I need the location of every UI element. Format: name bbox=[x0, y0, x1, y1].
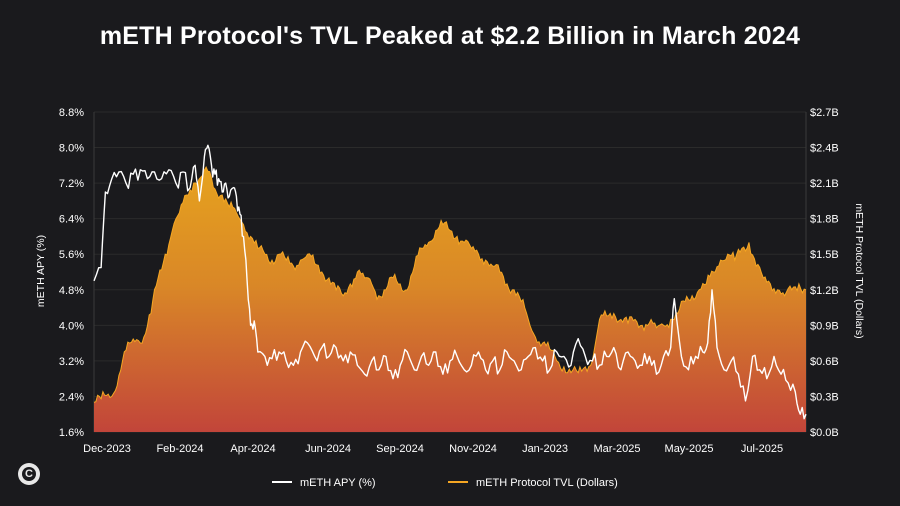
legend-label-tvl: mETH Protocol TVL (Dollars) bbox=[476, 477, 618, 489]
left-tick-label: 4.0% bbox=[59, 320, 84, 332]
x-axis-ticks: Dec-2023 Feb-2024 Apr-2024 Jun-2024 Sep-2024… bbox=[83, 443, 783, 455]
left-tick-label: 8.8% bbox=[59, 107, 84, 119]
left-tick-label: 6.4% bbox=[59, 214, 84, 226]
right-tick-label: $0.6B bbox=[810, 356, 839, 368]
left-axis-ticks: 1.6% 2.4% 3.2% 4.0% 4.8% 5.6% 6.4% 7.2% 8.0% 8.8% bbox=[59, 107, 84, 439]
left-tick-label: 5.6% bbox=[59, 249, 84, 261]
right-tick-label: $0.3B bbox=[810, 391, 839, 403]
right-tick-label: $2.1B bbox=[810, 178, 839, 190]
x-tick-label: Feb-2024 bbox=[156, 443, 203, 455]
left-tick-label: 2.4% bbox=[59, 391, 84, 403]
legend: mETH APY (%) mETH Protocol TVL (Dollars) bbox=[272, 477, 618, 489]
right-tick-label: $1.8B bbox=[810, 214, 839, 226]
x-tick-label: May-2025 bbox=[665, 443, 714, 455]
x-tick-label: Dec-2023 bbox=[83, 443, 131, 455]
apy-line bbox=[93, 144, 807, 420]
tvl-line bbox=[93, 166, 807, 403]
left-tick-label: 4.8% bbox=[59, 285, 84, 297]
tvl-area bbox=[94, 167, 806, 432]
brand-logo-icon: C bbox=[18, 463, 40, 485]
left-tick-label: 7.2% bbox=[59, 178, 84, 190]
right-tick-label: $1.5B bbox=[810, 249, 839, 261]
x-tick-label: Jan-2023 bbox=[522, 443, 568, 455]
x-tick-label: Jul-2025 bbox=[741, 443, 783, 455]
x-tick-label: Mar-2025 bbox=[593, 443, 640, 455]
right-tick-label: $2.7B bbox=[810, 107, 839, 119]
left-tick-label: 3.2% bbox=[59, 356, 84, 368]
right-axis-title: mETH Protocol TVL (Dollars) bbox=[853, 203, 865, 338]
x-tick-label: Apr-2024 bbox=[230, 443, 275, 455]
right-tick-label: $0.9B bbox=[810, 320, 839, 332]
brand-logo-letter: C bbox=[22, 467, 36, 481]
x-tick-label: Jun-2024 bbox=[305, 443, 351, 455]
legend-label-apy: mETH APY (%) bbox=[300, 477, 376, 489]
left-tick-label: 8.0% bbox=[59, 143, 84, 155]
left-tick-label: 1.6% bbox=[59, 427, 84, 439]
x-tick-label: Sep-2024 bbox=[376, 443, 424, 455]
right-tick-label: $2.4B bbox=[810, 143, 839, 155]
x-tick-label: Nov-2024 bbox=[449, 443, 497, 455]
right-axis-ticks: $0.0B $0.3B $0.6B $0.9B $1.2B $1.5B $1.8B $2.1B… bbox=[810, 107, 839, 439]
chart-title: mETH Protocol's TVL Peaked at $2.2 Billi… bbox=[99, 22, 801, 50]
left-axis-title: mETH APY (%) bbox=[35, 235, 47, 307]
right-tick-label: $1.2B bbox=[810, 285, 839, 297]
plot-area bbox=[93, 144, 807, 432]
right-tick-label: $0.0B bbox=[810, 427, 839, 439]
